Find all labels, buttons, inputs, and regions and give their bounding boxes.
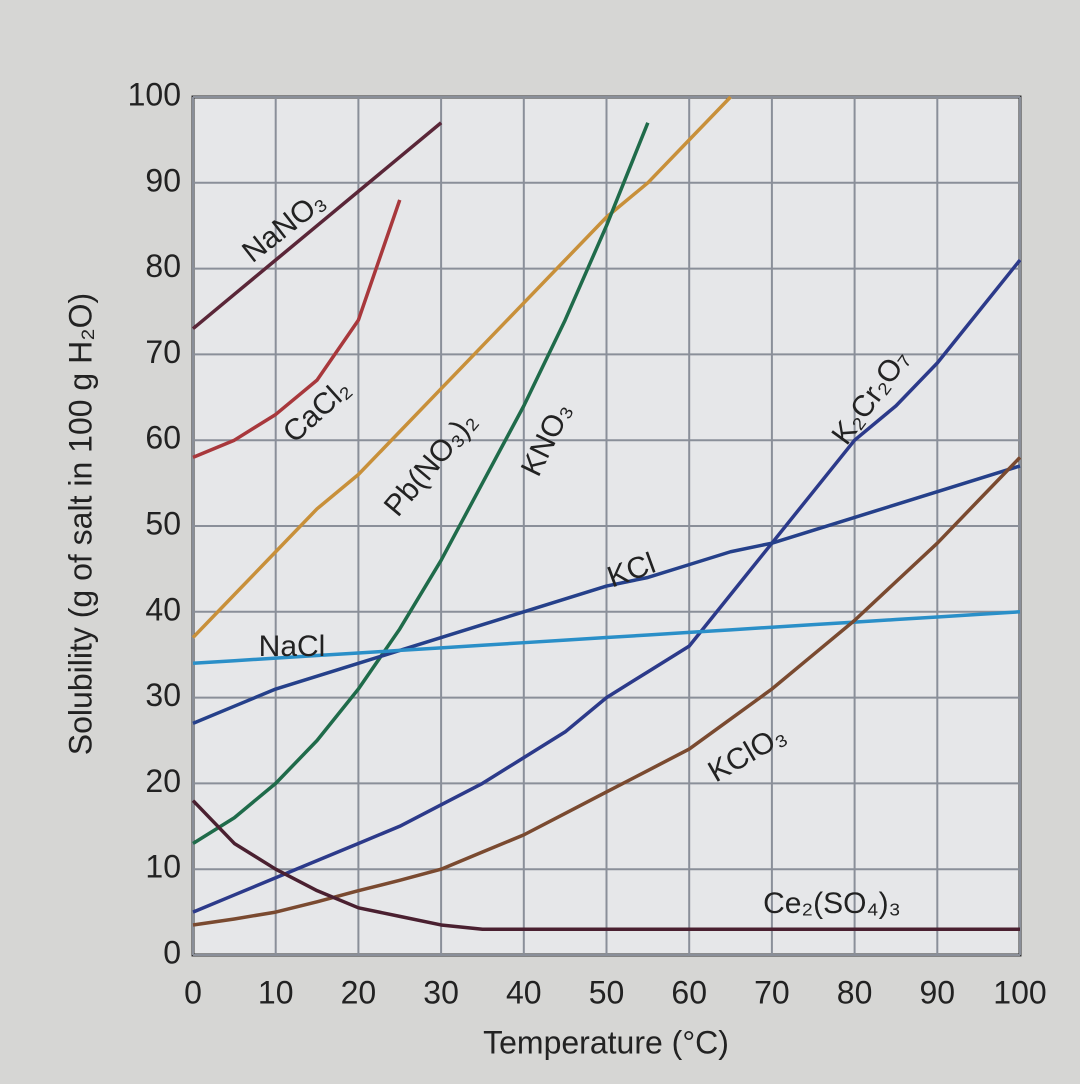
x-axis-title: Temperature (°C): [483, 1024, 729, 1060]
x-tick-label: 80: [837, 974, 873, 1010]
series-line: [191, 799, 1020, 932]
x-tick-label: 40: [506, 974, 542, 1010]
y-tick-label: 20: [145, 763, 181, 799]
y-tick-label: 80: [145, 248, 181, 284]
y-tick-label: 10: [145, 849, 181, 885]
series-line: [191, 95, 732, 639]
y-tick-label: 40: [145, 591, 181, 627]
x-tick-label: 20: [341, 974, 377, 1010]
x-tick-label: 0: [184, 974, 202, 1010]
x-tick-label: 100: [993, 974, 1046, 1010]
series-line: [192, 610, 1021, 666]
y-axis-title: Solubility (g of salt in 100 g H₂O): [62, 293, 98, 755]
y-tick-label: 100: [128, 76, 181, 112]
series-line: [192, 199, 402, 459]
series-label: NaCl: [259, 630, 326, 663]
series-line: [192, 464, 1021, 725]
series-line: [192, 122, 650, 845]
x-tick-label: 50: [589, 974, 625, 1010]
y-tick-label: 50: [145, 505, 181, 541]
series-label: Ce₂(SO₄)₃: [763, 887, 901, 920]
x-tick-label: 90: [920, 974, 956, 1010]
x-tick-label: 70: [754, 974, 790, 1010]
series-line: [191, 121, 443, 331]
y-tick-label: 90: [145, 162, 181, 198]
series-line: [192, 258, 1022, 914]
x-tick-label: 30: [423, 974, 459, 1010]
y-tick-label: 0: [163, 934, 181, 970]
y-tick-label: 30: [145, 677, 181, 713]
x-tick-label: 10: [258, 974, 294, 1010]
y-tick-label: 70: [145, 334, 181, 370]
y-tick-label: 60: [145, 420, 181, 456]
x-tick-label: 60: [671, 974, 707, 1010]
